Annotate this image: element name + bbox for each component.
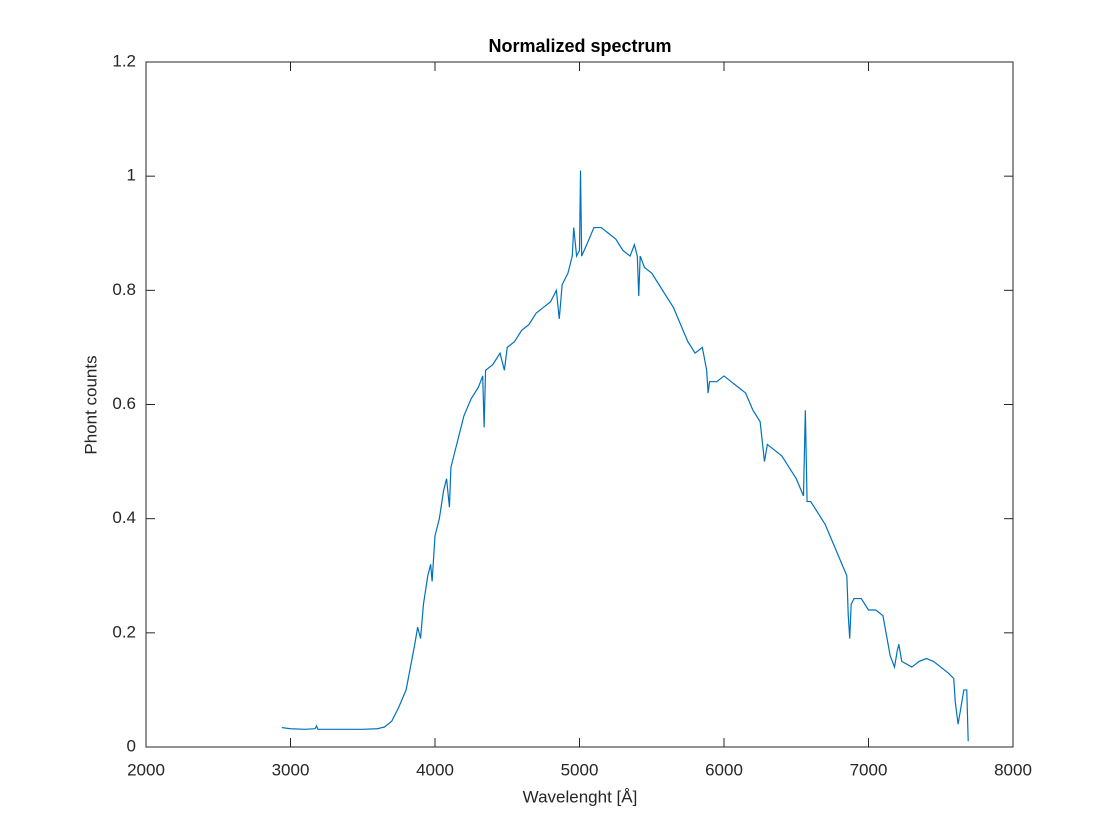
x-tick-label: 3000 — [272, 760, 310, 779]
y-axis-label: Phont counts — [81, 355, 100, 454]
y-tick-label: 0.4 — [112, 508, 136, 527]
plot-box — [145, 61, 1014, 748]
y-tick-label: 0.8 — [112, 280, 136, 299]
x-tick-label: 5000 — [561, 760, 599, 779]
x-axis-label: Wavelenght [Å] — [523, 787, 638, 806]
y-tick-label: 1.2 — [112, 51, 136, 70]
chart-title: Normalized spectrum — [488, 36, 671, 56]
x-tick-label: 4000 — [416, 760, 454, 779]
x-tick-label: 8000 — [994, 760, 1032, 779]
x-tick-label: 7000 — [850, 760, 888, 779]
y-tick-label: 0.6 — [112, 394, 136, 413]
y-tick-label: 0.2 — [112, 622, 136, 641]
x-tick-label: 2000 — [127, 760, 165, 779]
y-tick-label: 1 — [127, 166, 136, 185]
spectrum-line — [281, 170, 969, 742]
x-tick-label: 6000 — [705, 760, 743, 779]
y-tick-label: 0 — [127, 736, 136, 755]
